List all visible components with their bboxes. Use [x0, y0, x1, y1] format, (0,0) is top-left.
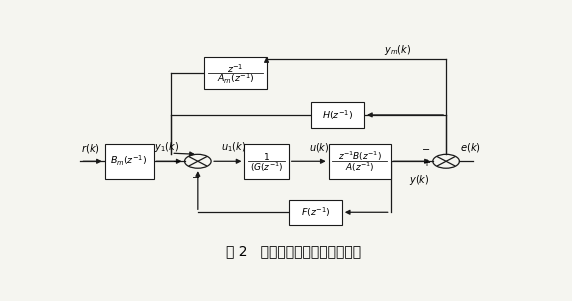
Bar — [244, 144, 289, 179]
Text: $F(z^{-1})$: $F(z^{-1})$ — [300, 206, 330, 219]
Text: $B_m(z^{-1})$: $B_m(z^{-1})$ — [110, 154, 148, 168]
Text: $-$: $-$ — [191, 171, 200, 181]
Text: $u(k)$: $u(k)$ — [309, 141, 330, 154]
Text: $A(z^{-1})$: $A(z^{-1})$ — [345, 161, 375, 174]
Bar — [329, 144, 391, 179]
Text: $u_1(k)$: $u_1(k)$ — [221, 141, 246, 154]
Text: $-$: $-$ — [172, 155, 181, 165]
Text: $y_1(k)$: $y_1(k)$ — [154, 140, 180, 154]
Text: $z^{-1}B(z^{-1})$: $z^{-1}B(z^{-1})$ — [337, 149, 382, 163]
Text: $-$: $-$ — [422, 143, 431, 153]
Text: $H(z^{-1})$: $H(z^{-1})$ — [322, 108, 353, 122]
Text: $z^{-1}$: $z^{-1}$ — [227, 62, 244, 75]
Text: 图 2   离散模型参考自适应结构图: 图 2 离散模型参考自适应结构图 — [225, 245, 361, 259]
Text: $+$: $+$ — [422, 157, 431, 168]
Bar — [311, 102, 364, 128]
Text: $r(k)$: $r(k)$ — [81, 142, 100, 156]
Text: $y_m(k)$: $y_m(k)$ — [384, 43, 411, 57]
Text: $A_m(z^{-1})$: $A_m(z^{-1})$ — [217, 72, 255, 86]
Bar — [205, 57, 267, 89]
Text: $e(k)$: $e(k)$ — [460, 141, 481, 154]
Text: $(G(z^{-1})$: $(G(z^{-1})$ — [250, 161, 283, 174]
Bar — [289, 200, 342, 225]
Bar — [105, 144, 153, 179]
Text: $1$: $1$ — [263, 150, 270, 162]
Text: $y(k)$: $y(k)$ — [410, 173, 430, 187]
